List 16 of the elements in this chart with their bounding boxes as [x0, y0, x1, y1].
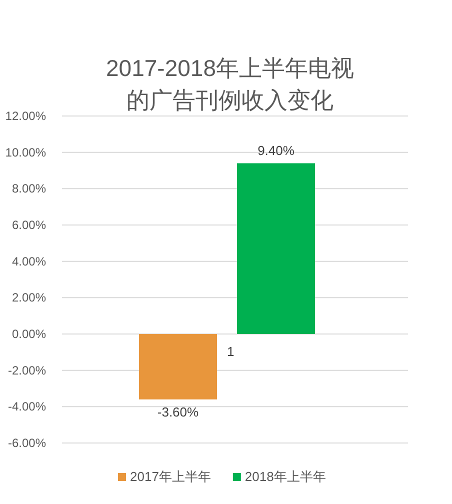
data-label: -3.60%: [157, 404, 200, 420]
y-tick-label: -6.00%: [8, 436, 46, 450]
y-tick-label: 8.00%: [12, 182, 46, 196]
y-tick-label: -2.00%: [8, 363, 46, 378]
y-tick-label: -4.00%: [8, 400, 46, 414]
data-label: 9.40%: [258, 143, 295, 158]
y-tick-label: 12.00%: [5, 109, 46, 123]
y-tick-label: 6.00%: [12, 218, 46, 232]
annotation: 1: [227, 344, 234, 359]
legend-label: 2018年上半年: [244, 469, 326, 484]
legend-label: 2017年上半年: [130, 469, 211, 484]
y-tick-label: 4.00%: [12, 254, 46, 268]
y-tick-label: 10.00%: [5, 145, 46, 160]
y-tick-label: 0.00%: [12, 327, 46, 341]
y-tick-label: 2.00%: [12, 290, 46, 305]
chart-title: 2017-2018年上半年电视的广告刊例收入变化: [106, 55, 354, 113]
